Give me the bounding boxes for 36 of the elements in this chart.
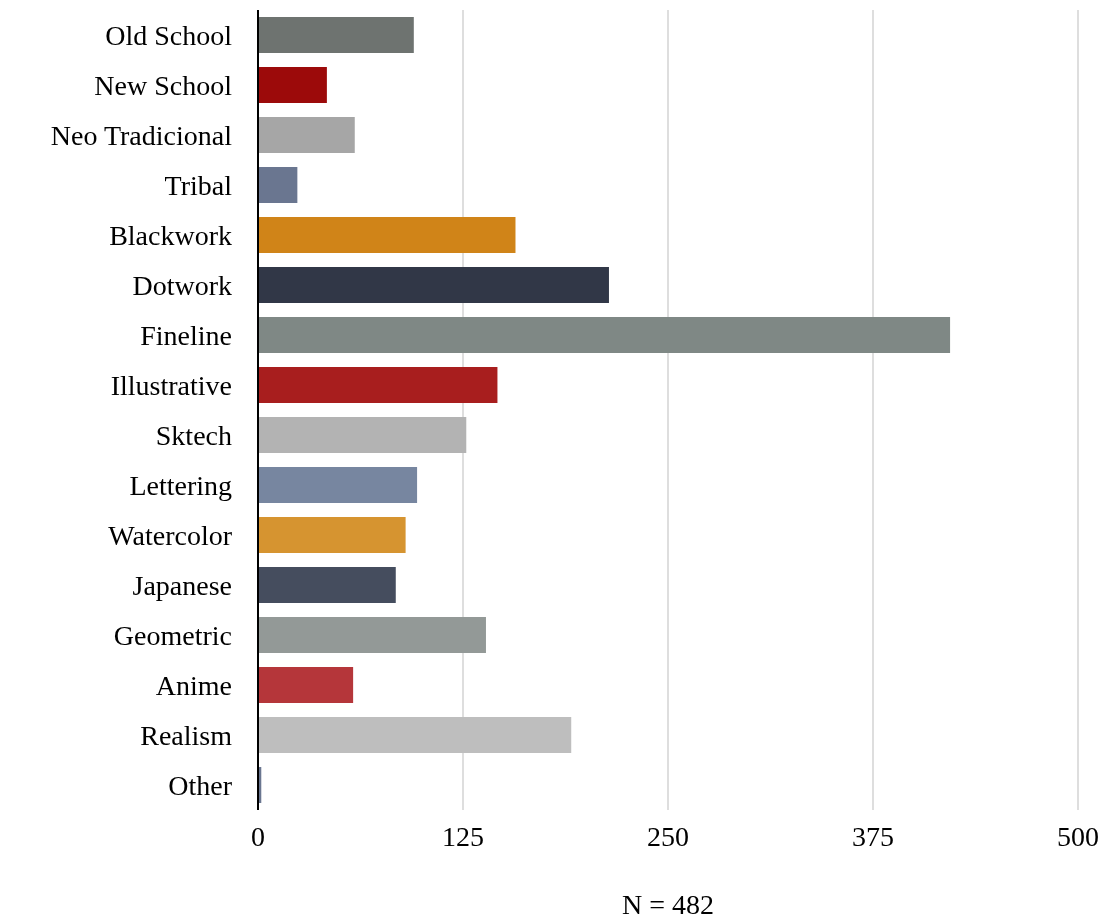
y-tick-label: Old School [105, 19, 233, 51]
x-tick-label: 250 [647, 821, 689, 852]
bar [258, 67, 327, 103]
y-tick-label: New School [94, 69, 233, 101]
x-tick-label: 500 [1057, 821, 1099, 852]
y-tick-label: Dotwork [132, 269, 232, 301]
text: N = 482 [621, 889, 715, 920]
x-tick-label: 125 [442, 821, 484, 852]
bar [258, 317, 951, 353]
bar [258, 467, 418, 503]
y-tick-label: Japanese [132, 569, 232, 601]
bar [258, 217, 516, 253]
y-tick-label: Tribal [164, 169, 233, 201]
y-tick-label: Illustrative [110, 369, 232, 401]
y-tick-label: Sktech [155, 419, 232, 451]
bar [258, 167, 298, 203]
x-tick-label: 0 [251, 821, 265, 852]
y-tick-label: Blackwork [109, 219, 232, 251]
bar [258, 567, 396, 603]
y-tick-label: Geometric [113, 619, 232, 651]
bar [258, 17, 414, 53]
y-tick-label: Fineline [140, 319, 232, 351]
bar [258, 367, 498, 403]
x-tick-label: 375 [852, 821, 894, 852]
bar [258, 267, 609, 303]
y-tick-label: Anime [155, 669, 232, 701]
bar [258, 617, 486, 653]
bar [258, 117, 355, 153]
y-tick-label: Lettering [129, 469, 232, 501]
bar [258, 667, 354, 703]
y-tick-label: Realism [140, 719, 233, 751]
y-tick-label: Neo Tradicional [50, 119, 233, 151]
y-tick-label: Other [168, 769, 233, 801]
bar [258, 517, 406, 553]
y-tick-label: Watercolor [108, 519, 233, 551]
bar [258, 417, 467, 453]
